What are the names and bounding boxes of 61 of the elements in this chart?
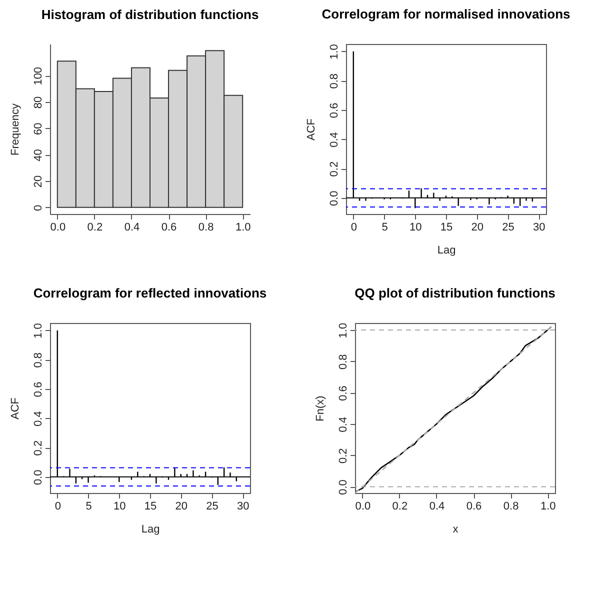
x-tick-label: 10 [114,500,126,512]
y-tick-label: 0.0 [32,470,44,486]
y-tick-label: 0.4 [32,411,44,426]
x-tick-label: 0.8 [198,222,214,234]
x-tick-label: 30 [532,222,546,234]
y-tick-label: 0.2 [32,440,44,456]
x-axis-title: Lag [141,524,160,536]
y-tick-label: 1.0 [328,44,340,60]
y-tick-label: 0.8 [338,354,350,370]
x-axis-title: Lag [437,244,456,256]
y-tick-label: 0.8 [328,73,340,89]
x-tick-label: 25 [502,222,514,234]
y-axis-title: Fn(x) [314,396,326,422]
x-tick-label: 0 [54,500,61,512]
y-tick-label: 0 [32,204,44,211]
y-tick-label: 0.0 [328,190,340,206]
y-tick-label: 0.4 [338,416,350,432]
chart-title: Histogram of distribution functions [41,7,259,22]
chart-title: QQ plot of distribution functions [354,285,556,300]
chart-title: Correlogram for reflected innovations [33,286,267,301]
y-axis-title: ACF [306,118,318,140]
y-tick-label: 60 [32,122,44,135]
y-tick-label: 0.6 [32,382,44,398]
x-tick-label: 1.0 [540,500,556,512]
x-tick-label: 25 [206,500,218,512]
x-tick-label: 0.0 [50,222,66,234]
x-tick-label: 0.4 [124,222,140,234]
y-tick-label: 0.2 [338,448,350,464]
chart-title: Correlogram for normalised innovations [322,6,570,22]
x-tick-label: 0.4 [429,500,445,512]
x-tick-label: 10 [410,222,422,234]
x-tick-label: 0.2 [87,222,103,234]
y-axis-title: Frequency [10,103,22,156]
x-tick-label: 15 [440,222,453,234]
x-tick-label: 5 [382,222,388,234]
x-tick-label: 30 [236,500,250,512]
y-tick-label: 0.6 [338,386,350,401]
y-tick-label: 0.8 [32,352,44,368]
x-tick-label: 20 [471,222,484,234]
y-tick-label: 0.2 [328,161,340,177]
x-axis-title: x [452,524,459,536]
y-tick-label: 1.0 [338,322,350,338]
x-tick-label: 0 [350,222,357,234]
x-tick-label: 1.0 [235,222,251,234]
x-tick-label: 0.8 [503,500,519,512]
y-tick-label: 0.6 [328,102,340,118]
y-tick-label: 0.4 [328,132,340,148]
x-tick-label: 15 [144,500,157,512]
x-tick-label: 0.6 [466,500,482,512]
x-tick-label: 5 [86,500,92,512]
y-tick-label: 100 [32,66,44,86]
x-tick-label: 0.2 [392,500,408,512]
x-tick-label: 0.6 [161,222,177,234]
y-tick-label: 40 [32,149,44,162]
y-tick-label: 0.0 [338,480,350,495]
y-tick-label: 80 [32,96,44,109]
x-tick-label: 20 [175,500,188,512]
y-tick-label: 20 [32,175,44,188]
y-tick-label: 1.0 [32,323,44,338]
y-axis-title: ACF [10,397,22,420]
x-tick-label: 0.0 [355,500,371,512]
